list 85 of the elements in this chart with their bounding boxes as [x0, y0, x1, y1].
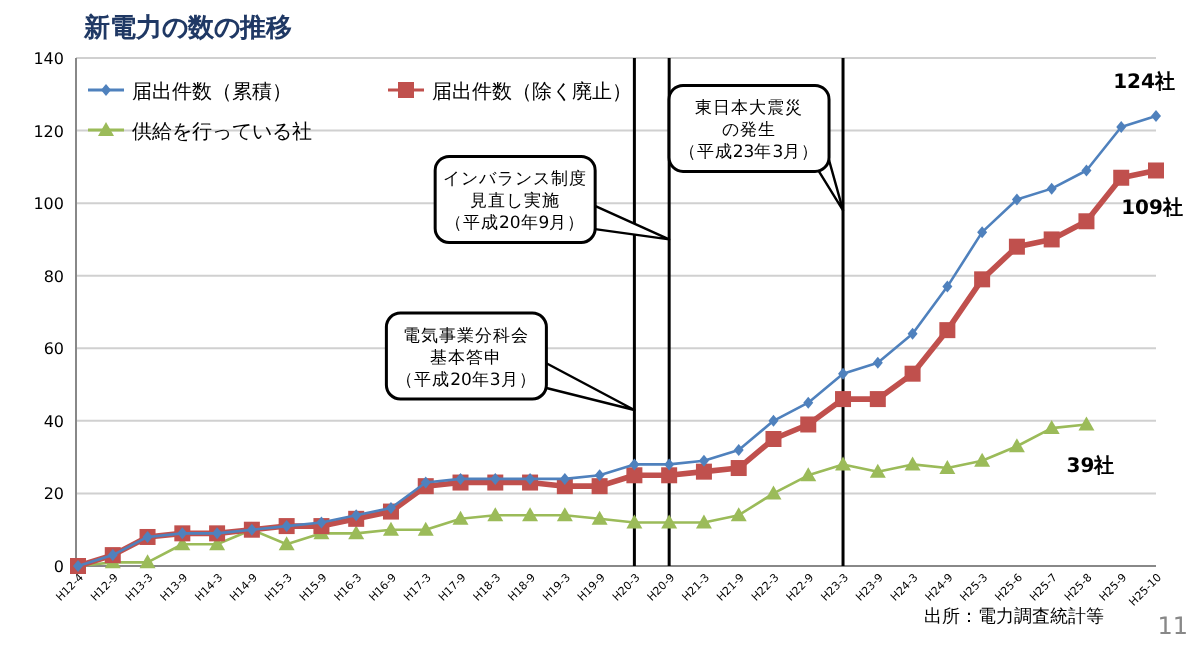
- y-tick-label: 0: [53, 558, 64, 576]
- point: [556, 507, 573, 522]
- point: [904, 365, 921, 382]
- point: [907, 327, 918, 340]
- annotation: 東日本大震災の発生（平成23年3月）: [678, 97, 820, 164]
- point: [455, 472, 466, 485]
- point: [417, 521, 434, 536]
- point: [800, 416, 817, 433]
- point: [1116, 120, 1127, 133]
- point: [939, 460, 956, 475]
- point: [730, 460, 747, 477]
- point: [869, 463, 886, 478]
- point: [1151, 110, 1161, 123]
- point: [768, 414, 779, 427]
- point: [1148, 162, 1164, 179]
- point: [629, 458, 640, 471]
- point: [730, 507, 747, 522]
- legend-label: 供給を行っている社: [132, 120, 312, 144]
- point: [1043, 231, 1060, 248]
- legend-label: 届出件数（除く廃止）: [432, 80, 632, 104]
- point: [904, 456, 921, 471]
- point: [351, 509, 362, 522]
- point: [695, 514, 712, 529]
- point: [420, 476, 431, 489]
- point: [591, 478, 608, 495]
- point: [316, 516, 327, 529]
- point: [765, 431, 782, 447]
- point: [835, 391, 852, 408]
- point: [800, 467, 817, 482]
- point: [559, 472, 570, 485]
- point: [803, 396, 814, 409]
- point: [872, 356, 883, 369]
- point: [1078, 416, 1095, 431]
- legend-label: 届出件数（累積）: [132, 80, 292, 104]
- point: [695, 463, 712, 480]
- point: [977, 226, 988, 239]
- point: [452, 510, 469, 525]
- point: [1078, 213, 1095, 230]
- point: [1046, 182, 1057, 195]
- y-tick-label: 100: [33, 195, 64, 214]
- text: 11: [1157, 612, 1188, 640]
- point: [661, 514, 678, 529]
- point: [385, 501, 396, 514]
- point: [698, 454, 709, 467]
- point: [626, 467, 643, 484]
- point: [974, 452, 991, 467]
- point: [1043, 420, 1060, 435]
- point: [1011, 193, 1022, 206]
- y-tick-label: 140: [33, 50, 64, 68]
- point: [939, 322, 956, 339]
- point: [664, 458, 675, 471]
- point: [278, 536, 295, 551]
- point: [522, 507, 539, 522]
- chart-title: 新電力の数の推移: [82, 12, 292, 44]
- point: [382, 521, 399, 536]
- point: [487, 507, 504, 522]
- y-tick-label: 20: [43, 485, 64, 504]
- y-tick-label: 120: [33, 122, 64, 141]
- point: [835, 456, 852, 471]
- point: [733, 443, 744, 456]
- point: [348, 525, 365, 540]
- annotation: 109社: [1121, 196, 1183, 221]
- point: [869, 391, 886, 408]
- point: [591, 510, 608, 525]
- text: 出所：電力調査統計等: [924, 606, 1104, 628]
- annotation: インバランス制度見直し実施（平成20年9月）: [443, 168, 588, 235]
- point: [490, 472, 501, 485]
- y-tick-label: 40: [43, 412, 64, 431]
- point: [661, 467, 678, 484]
- point: [1008, 238, 1025, 255]
- annotation: 電気事業分科会基本答申（平成20年3月）: [396, 324, 537, 391]
- point: [1081, 164, 1092, 177]
- point: [139, 554, 156, 569]
- annotation: 124社: [1113, 70, 1175, 95]
- point: [942, 280, 953, 293]
- annotation: 39社: [1066, 454, 1115, 479]
- point: [974, 271, 991, 288]
- point: [838, 367, 849, 380]
- point: [1008, 438, 1025, 453]
- point: [1113, 169, 1130, 186]
- point: [594, 469, 605, 482]
- point: [765, 485, 782, 500]
- y-tick-label: 60: [43, 340, 64, 359]
- point: [626, 514, 643, 529]
- y-tick-label: 80: [43, 267, 64, 286]
